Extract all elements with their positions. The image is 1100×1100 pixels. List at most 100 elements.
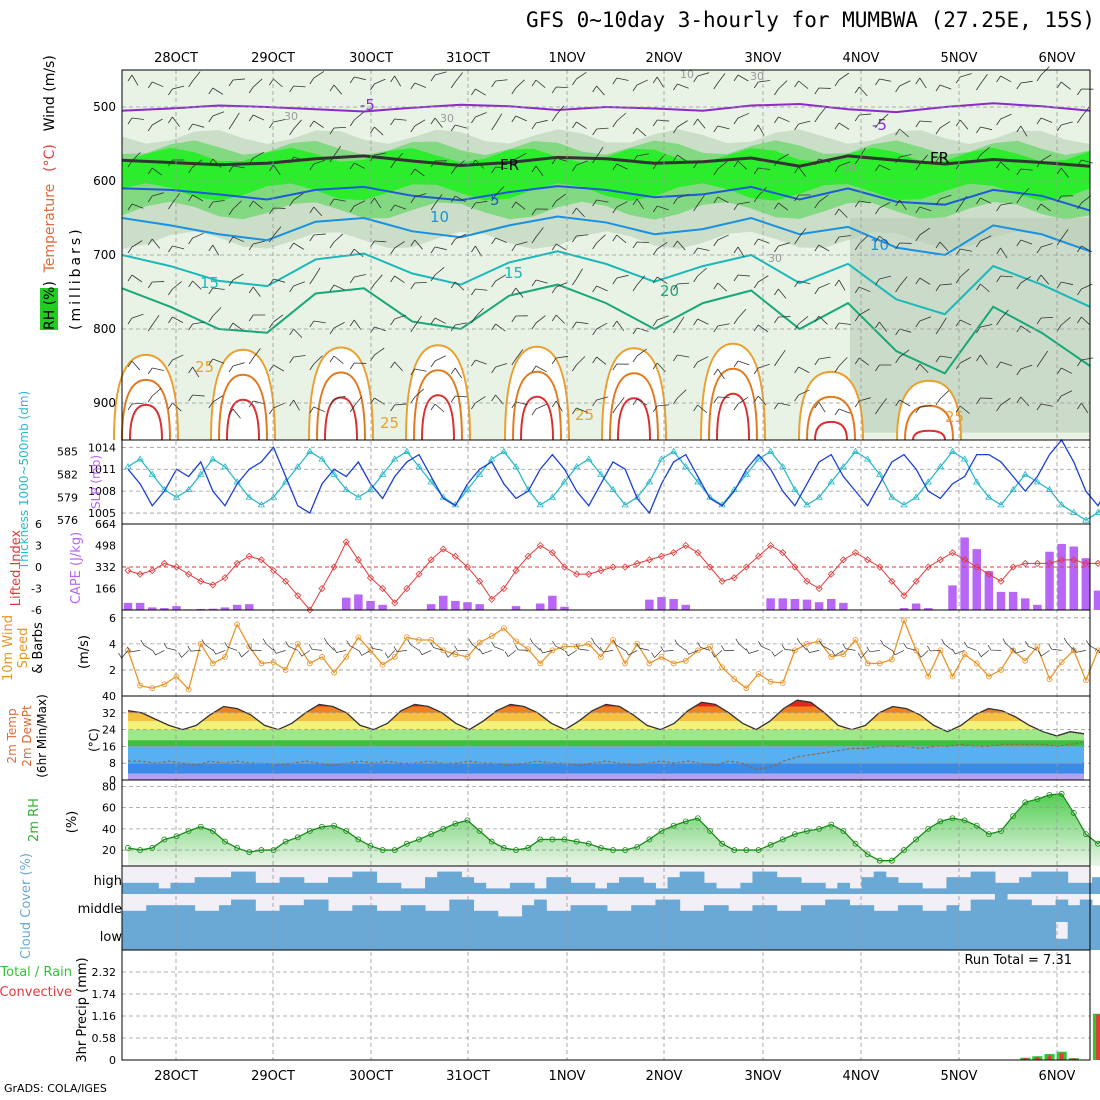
thickness-line-point <box>403 447 411 454</box>
cs-ylabel-part: Wind (m/s) <box>42 55 58 131</box>
wind-barb <box>309 406 326 414</box>
wind-barb <box>955 195 968 213</box>
wind-speed-line-point <box>185 686 192 693</box>
wind-barb <box>915 277 931 285</box>
cloud-cell-middle <box>134 910 147 922</box>
wind-barb <box>814 356 831 366</box>
wind-barb <box>831 650 844 657</box>
cape-bar <box>160 608 169 610</box>
cape-bar <box>669 598 678 610</box>
wind-speed-line-point <box>925 673 932 680</box>
rh-line-point <box>379 847 386 853</box>
cloud-cell-middle <box>1067 905 1081 922</box>
cloud-cell-middle <box>788 910 802 922</box>
wind-barb <box>329 126 347 135</box>
wind-barb <box>511 201 526 210</box>
cape-bar <box>657 597 666 610</box>
wind-barb <box>289 85 306 93</box>
cape-bar <box>548 595 557 610</box>
wind-barb <box>1077 195 1092 210</box>
wind-barb <box>575 643 589 651</box>
lifted-index-point <box>488 595 496 603</box>
wind-barb <box>976 74 988 91</box>
wind-barb <box>208 200 225 209</box>
warm-dome-contour <box>814 420 848 441</box>
wind-barb <box>753 275 769 289</box>
wind-barb <box>591 637 602 651</box>
wind-speed-line-point <box>767 678 774 685</box>
wind-barb <box>977 650 990 658</box>
contour-label: -5 <box>360 96 375 114</box>
warm-dome-contour <box>520 395 554 441</box>
wind-barb <box>511 115 527 123</box>
wind-barb <box>370 78 386 91</box>
cloud-cell-high <box>728 888 741 894</box>
cloud-cell-low <box>728 922 741 950</box>
wind-barb <box>1098 650 1100 654</box>
cloud-cell-low <box>716 922 729 950</box>
wind-speed-line-point <box>222 654 228 660</box>
wind-barb <box>794 389 810 402</box>
wind-barb <box>228 165 245 173</box>
wind-barb <box>572 356 586 372</box>
wind-barb <box>673 282 690 291</box>
contour-label: 30 <box>440 112 454 125</box>
wind-barb <box>208 158 222 168</box>
lifted-index-point <box>912 577 920 585</box>
wind-speed-line-point <box>840 651 847 658</box>
lifted-index-point <box>136 570 144 578</box>
wind-barb <box>188 71 201 88</box>
cloud-cell-middle <box>655 899 669 922</box>
cloud-cell-low <box>121 922 135 950</box>
cloud-cell-low <box>303 922 317 950</box>
wind-barb <box>895 80 911 93</box>
wind-barb <box>1016 239 1033 247</box>
cloud-cell-high <box>691 871 705 894</box>
rh-line-point <box>258 847 265 853</box>
lifted-index-point <box>476 577 484 585</box>
wind-barb <box>309 355 323 371</box>
wind-barb <box>612 163 628 171</box>
lifted-index-point <box>985 570 993 578</box>
wind-barb <box>955 268 970 284</box>
wind-speed-line-point <box>1082 677 1089 684</box>
thickness-line-point <box>245 493 253 500</box>
wind-barb <box>127 74 139 86</box>
lifted-index-point <box>948 549 957 557</box>
wind-barb <box>774 153 789 167</box>
rh-line-point <box>306 828 313 834</box>
thickness-line-point <box>536 501 544 508</box>
cloud-cell-low <box>1043 922 1057 950</box>
cloud-cell-high <box>776 877 790 894</box>
wind-barb <box>1016 276 1032 290</box>
cloud-cell-low <box>534 922 547 950</box>
wind-barb <box>349 248 364 258</box>
lifted-index-point <box>1082 559 1090 567</box>
rh-line-point <box>828 821 835 828</box>
wind-barb <box>735 638 747 651</box>
cloud-cell-low <box>582 922 596 950</box>
wind-speed-line-point <box>1022 657 1029 664</box>
cloud-cell-middle <box>315 899 329 922</box>
wind-barb <box>880 639 893 651</box>
rh-line-point <box>137 847 144 853</box>
thickness-line-point <box>415 462 423 470</box>
date-label-bottom: 28OCT <box>154 1069 198 1084</box>
cloud-cell-high <box>958 877 972 894</box>
wind-speed-line-point <box>682 657 689 664</box>
thickness-line-point <box>330 470 338 477</box>
cloud-cell-low <box>934 922 947 950</box>
cloud-cell-high <box>1067 882 1081 894</box>
thickness-line-point <box>1045 485 1054 493</box>
thick-tick-label: 579 <box>57 491 78 504</box>
cape-bar <box>123 602 133 610</box>
wind-barb <box>955 248 973 256</box>
thickness-line-point <box>221 462 229 470</box>
cloud-cell-middle <box>255 910 268 922</box>
wind-barb <box>632 241 650 249</box>
wind-barb <box>309 206 323 217</box>
rh-line-point <box>1082 831 1089 838</box>
wind-barb <box>875 275 892 286</box>
cs-yunits-label: (millibars) <box>68 226 84 330</box>
